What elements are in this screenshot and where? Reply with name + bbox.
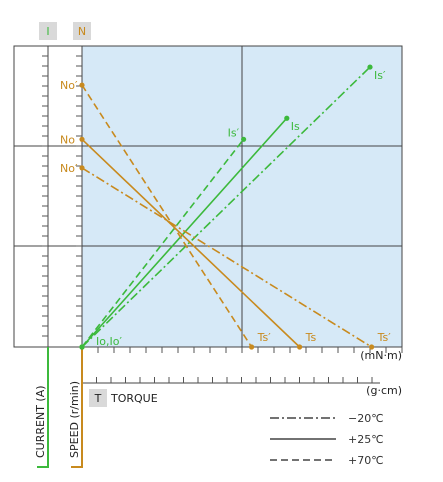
series-end-label: Is′ xyxy=(374,69,386,82)
series-point-current-dashed xyxy=(79,344,85,350)
speed-axis-label: SPEED (r/min) xyxy=(68,381,81,458)
series-point-speed-solid xyxy=(297,344,303,350)
current-badge-box xyxy=(39,22,57,40)
torque-badge-box xyxy=(89,389,107,407)
chart-border xyxy=(13,45,403,348)
speed-badge-box xyxy=(73,22,91,40)
torque-axis-label: TORQUE xyxy=(110,392,158,405)
series-line-speed-solid xyxy=(81,138,301,348)
series-end-label: Ts′ xyxy=(377,331,392,344)
torque-badge: T xyxy=(89,389,107,407)
series-end-label: Is′ xyxy=(228,126,240,139)
series-line-speed-dashed xyxy=(81,84,253,348)
current-axis-label: CURRENT (A) xyxy=(34,385,47,458)
torque-unit-mnm: (mN·m) xyxy=(360,349,402,362)
series-point-speed-dashdot xyxy=(79,165,85,171)
series-start-label: No′ xyxy=(60,79,78,92)
series-point-speed-solid xyxy=(79,136,85,142)
legend-label: +70℃ xyxy=(348,454,384,467)
series-point-speed-dashed xyxy=(79,82,85,88)
series-end-label: Is xyxy=(291,120,300,133)
torque-unit-gcm: (g·cm) xyxy=(366,384,402,397)
series-point-current-dashdot xyxy=(367,64,373,70)
series-line-current-dashdot xyxy=(81,66,371,348)
torque-badge-letter: T xyxy=(94,392,102,405)
legend: −20℃ +25℃ +70℃ xyxy=(270,412,384,467)
series-end-label: Ts′ xyxy=(257,331,272,344)
speed-badge-letter: N xyxy=(78,25,86,38)
series-group: Is′ Is Is′ Ts′ No′ Ts No Ts′ No′ xyxy=(60,64,392,350)
current-badge: I xyxy=(39,22,57,40)
speed-badge: N xyxy=(73,22,91,40)
series-line-speed-dashdot xyxy=(81,167,373,348)
series-start-label: No xyxy=(60,133,75,146)
legend-label: −20℃ xyxy=(348,412,384,425)
series-line-current-solid xyxy=(81,117,288,348)
current-badge-letter: I xyxy=(46,25,49,38)
series-point-current-dashed xyxy=(241,136,247,142)
series-point-speed-dashdot xyxy=(369,344,375,350)
series-point-current-solid xyxy=(284,115,290,121)
origin-label: Io,Io′ xyxy=(96,335,122,348)
series-end-label: Ts xyxy=(305,331,317,344)
series-point-speed-dashed xyxy=(249,344,255,350)
legend-label: +25℃ xyxy=(348,433,384,446)
series-start-label: No′ xyxy=(60,162,78,175)
